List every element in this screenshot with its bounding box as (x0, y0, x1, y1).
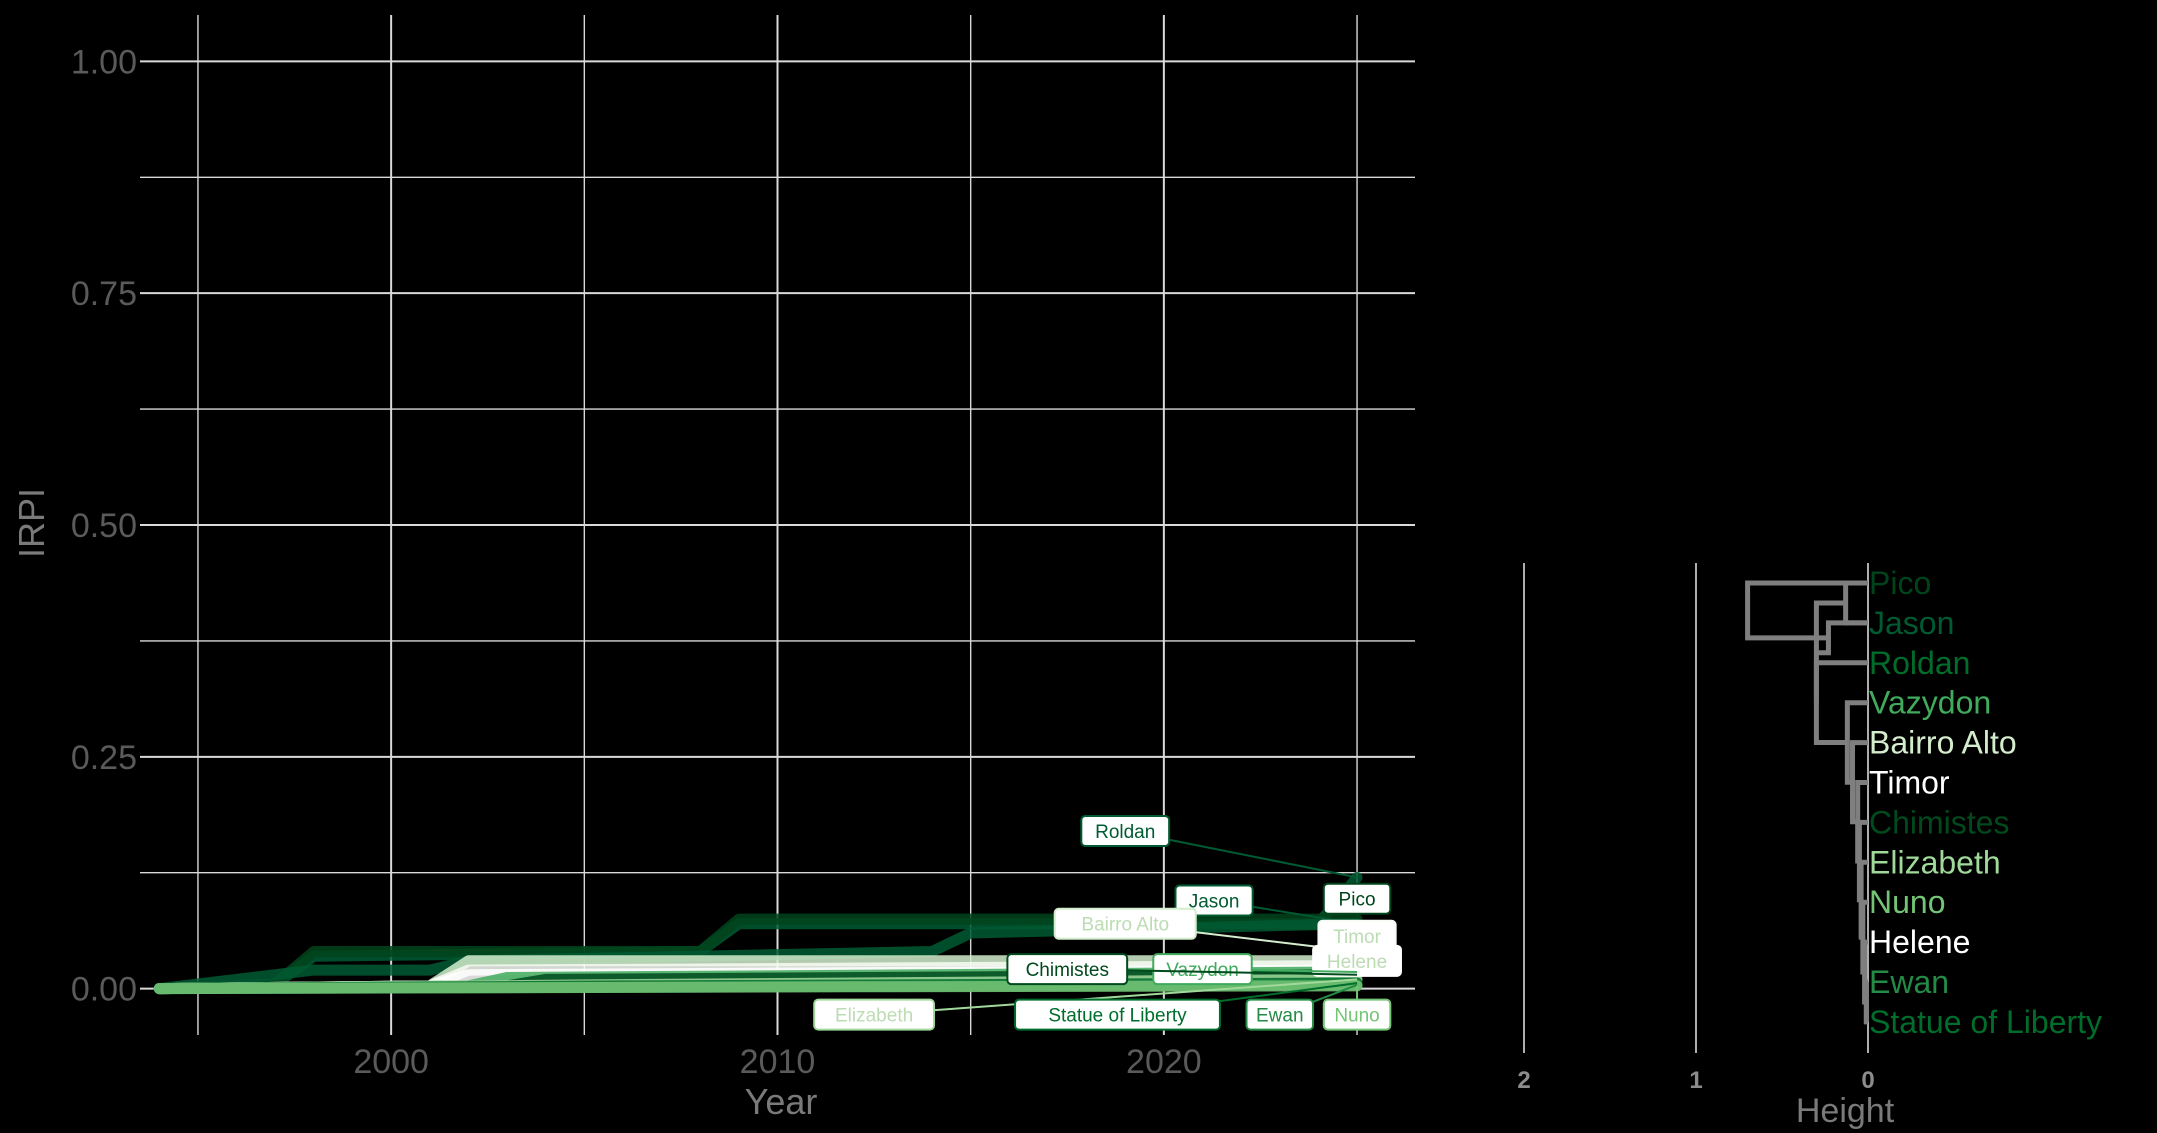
label-leader-line (874, 978, 1358, 1016)
series-label-box (1006, 953, 1129, 986)
line-plot-x-axis-title: Year (745, 1081, 818, 1122)
dendrogram-leaf-label: Roldan (1869, 645, 1970, 681)
series-label: Roldan (1095, 822, 1155, 843)
series-label-box (1174, 884, 1254, 917)
y-tick-label: 0.50 (71, 507, 137, 545)
series-label: Chimistes (1026, 960, 1109, 981)
dendrogram-leaf-label: Ewan (1869, 964, 1949, 1000)
series-label: Helene (1327, 952, 1387, 973)
dendrogram-leaf-label: Jason (1869, 605, 1954, 641)
series-label-box (1014, 998, 1221, 1031)
x-tick-label: 2010 (740, 1043, 816, 1081)
dendrogram-leaf-label: Statue of Liberty (1869, 1004, 2102, 1040)
series-label: Elizabeth (835, 1006, 913, 1027)
dendrogram-leaf-label: Vazydon (1869, 685, 1991, 721)
dendrogram-tick-label: 0 (1861, 1067, 1874, 1094)
dendrogram-axis: 2 1 0 (1517, 1067, 1874, 1094)
series-label: Pico (1339, 890, 1376, 911)
dendrogram-leaf-label: Chimistes (1869, 804, 2009, 840)
series-label: Timor (1333, 927, 1382, 948)
dendrogram-tick-label: 1 (1689, 1067, 1702, 1094)
line-plot-y-axis-title: IRPI (11, 488, 52, 558)
series-label-box (1312, 944, 1402, 977)
series-label-box (1080, 815, 1171, 847)
series-label-box (1152, 953, 1253, 986)
series-label-box (813, 998, 935, 1031)
series-label: Nuno (1334, 1006, 1379, 1027)
dendrogram-leaf-label: Elizabeth (1869, 844, 2001, 880)
series-label-box (1245, 998, 1315, 1031)
dendrogram-branch (1745, 580, 1868, 641)
dendrogram-branch (1813, 600, 1846, 703)
series-label: Ewan (1256, 1006, 1304, 1027)
x-tick-label: 2020 (1126, 1043, 1202, 1081)
series-label-box (1322, 882, 1392, 915)
series-label: Statue of Liberty (1048, 1006, 1187, 1027)
series-label: Bairro Alto (1081, 915, 1169, 936)
dendrogram-leaf-label: Bairro Alto (1869, 725, 2017, 761)
series-line (153, 980, 1363, 995)
series-label-box (1053, 907, 1197, 940)
dendrogram-grid (1523, 563, 1869, 1053)
line-plot-grid (140, 15, 1415, 1035)
y-tick-label: 1.00 (71, 43, 137, 81)
dendrogram-tree (1745, 580, 1869, 1025)
series-label: Vazydon (1166, 960, 1239, 981)
dendrogram-x-axis-title: Height (1796, 1092, 1895, 1130)
dendrogram-leaf-label: Timor (1869, 765, 1950, 801)
x-tick-label: 2000 (353, 1043, 429, 1081)
dendrogram-tick-label: 2 (1517, 1067, 1530, 1094)
dendrogram-leaf-label: Helene (1869, 924, 1970, 960)
y-tick-label: 0.00 (71, 971, 137, 1009)
series-label: Jason (1189, 892, 1240, 913)
dendrogram-leaf-label: Pico (1869, 565, 1931, 601)
dendrogram-leaf-labels: Pico Jason Roldan Vazydon Bairro Alto TimorCh… (1869, 565, 2102, 1040)
line-plot-axes: 2000 2010 2020 0.00 0.25 0.50 0.75 1.00 (71, 43, 1202, 1081)
dendrogram-leaf-label: Nuno (1869, 884, 1946, 920)
line-plot-series-labels: Roldan Pico Jason Bairro Alto Timor Helene Vaz… (813, 815, 1402, 1031)
series-label-box (1322, 998, 1392, 1031)
y-tick-label: 0.75 (71, 275, 137, 313)
y-tick-label: 0.25 (71, 739, 137, 777)
